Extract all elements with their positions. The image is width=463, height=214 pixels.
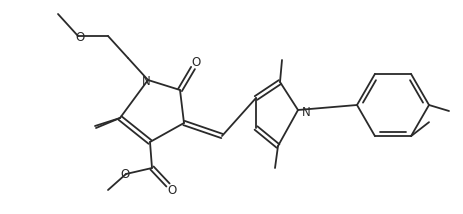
Text: N: N	[302, 106, 311, 119]
Text: O: O	[191, 55, 200, 68]
Text: O: O	[168, 183, 176, 196]
Text: N: N	[142, 74, 150, 88]
Text: O: O	[75, 31, 85, 43]
Text: O: O	[120, 168, 130, 181]
